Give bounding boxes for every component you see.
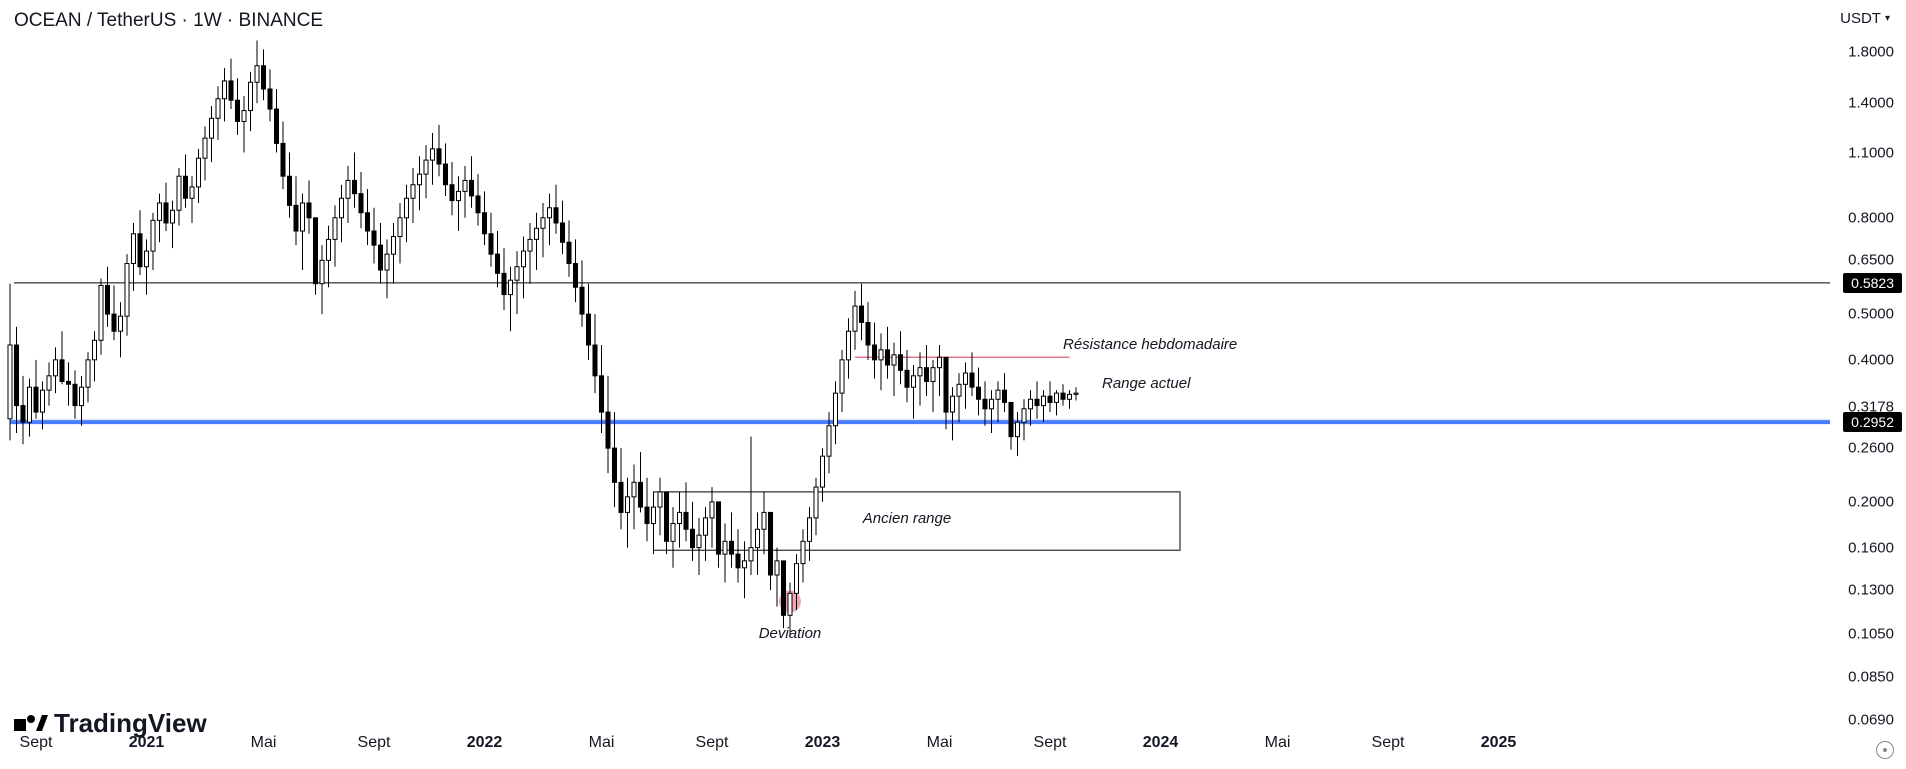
y-axis-tick: 0.1300 (1848, 582, 1894, 599)
y-axis-tick: 0.0690 (1848, 712, 1894, 729)
x-axis-tick: 2024 (1143, 734, 1179, 752)
snap-target-icon[interactable] (1876, 741, 1894, 759)
y-axis-tick: 1.8000 (1848, 43, 1894, 60)
y-axis-tick: 0.2000 (1848, 493, 1894, 510)
y-axis-tick: 1.1000 (1848, 144, 1894, 161)
x-axis-tick: 2022 (467, 734, 503, 752)
x-axis-tick: Sept (696, 734, 729, 752)
x-axis-tick: Mai (1265, 734, 1291, 752)
y-axis-tick: 0.4000 (1848, 351, 1894, 368)
chart-annotation: Range actuel (1102, 375, 1190, 392)
x-axis-tick: 2025 (1481, 734, 1517, 752)
x-axis-tick: Mai (589, 734, 615, 752)
currency-selector[interactable]: USDT ▾ (1836, 8, 1894, 29)
y-axis-badge: 0.2952 (1843, 412, 1902, 432)
chart-svg[interactable] (0, 0, 1906, 769)
chevron-down-icon: ▾ (1885, 13, 1890, 24)
chart-annotation: Ancien range (863, 510, 951, 527)
y-axis-badge: 0.5823 (1843, 273, 1902, 293)
x-axis-tick: 2023 (805, 734, 841, 752)
y-axis-tick: 1.4000 (1848, 95, 1894, 112)
y-axis-tick: 0.2600 (1848, 440, 1894, 457)
y-axis-tick: 0.0850 (1848, 669, 1894, 686)
x-axis-tick: Mai (251, 734, 277, 752)
x-axis-tick: 2021 (129, 734, 165, 752)
x-axis-tick: Sept (358, 734, 391, 752)
x-axis-tick: Sept (1034, 734, 1067, 752)
y-axis-tick: 0.6500 (1848, 252, 1894, 269)
x-axis-tick: Sept (1372, 734, 1405, 752)
y-axis-tick: 0.8000 (1848, 209, 1894, 226)
y-axis-tick: 0.5000 (1848, 306, 1894, 323)
y-axis-tick: 0.1050 (1848, 625, 1894, 642)
y-axis-tick: 0.1600 (1848, 539, 1894, 556)
chart-title: OCEAN / TetherUS · 1W · BINANCE (14, 10, 323, 32)
chart-container: OCEAN / TetherUS · 1W · BINANCE USDT ▾ T… (0, 0, 1906, 769)
tradingview-logo-icon (14, 713, 48, 735)
x-axis-tick: Sept (20, 734, 53, 752)
chart-annotation: Résistance hebdomadaire (1063, 336, 1237, 353)
chart-annotation: Deviation (759, 625, 822, 642)
x-axis-tick: Mai (927, 734, 953, 752)
currency-label: USDT (1840, 10, 1881, 27)
